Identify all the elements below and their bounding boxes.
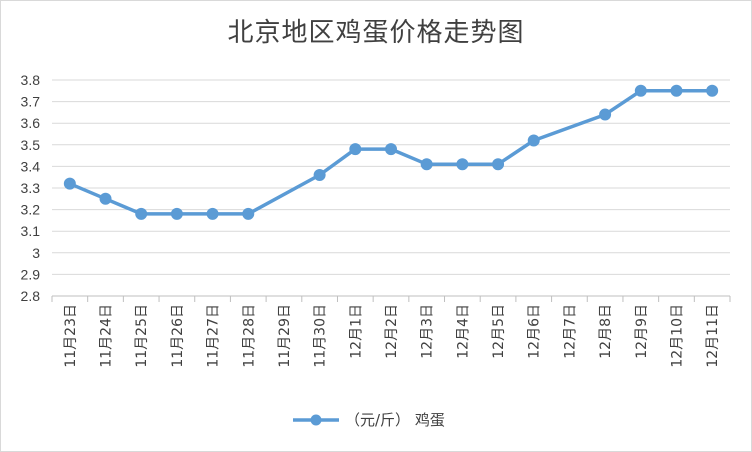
data-point [135,207,148,220]
y-tick-label: 2.8 [21,288,41,304]
x-tick-label: 11月25日 [134,304,150,368]
chart-title: 北京地区鸡蛋价格走势图 [227,18,525,48]
legend-marker [310,414,322,426]
x-tick-label: 11月29日 [277,304,293,368]
x-tick-label: 12月8日 [598,304,614,359]
data-point [170,207,183,220]
y-tick-label: 3.6 [21,115,41,131]
data-point [456,158,469,171]
data-point [349,143,362,156]
data-point [492,158,505,171]
y-tick-label: 3.5 [21,137,41,153]
data-point [706,84,719,97]
data-point [634,84,647,97]
x-tick-label: 12月7日 [562,304,578,359]
data-point [242,207,255,220]
y-tick-label: 3.4 [21,158,41,174]
y-tick-label: 3.8 [21,72,41,88]
x-tick-label: 12月6日 [527,304,543,359]
data-point [63,177,76,190]
data-point [670,84,683,97]
x-tick-label: 11月28日 [241,304,257,368]
x-tick-label: 11月23日 [63,304,79,368]
x-tick-label: 12月11日 [705,304,721,368]
x-tick-label: 11月27日 [206,304,222,368]
y-tick-label: 2.9 [21,266,41,282]
y-tick-label: 3 [32,245,40,261]
x-tick-label: 12月1日 [348,304,364,359]
x-tick-label: 11月30日 [313,304,329,368]
legend-label: （元/斤） 鸡蛋 [345,411,445,429]
x-tick-label: 12月3日 [420,304,436,359]
data-point [599,108,612,121]
data-point [420,158,433,171]
x-tick-label: 12月9日 [634,304,650,359]
y-tick-label: 3.3 [21,180,41,196]
data-point [527,134,540,147]
data-point [313,169,326,182]
x-tick-label: 12月4日 [455,304,471,359]
x-tick-label: 11月26日 [170,304,186,368]
x-tick-label: 12月2日 [384,304,400,359]
data-point [385,143,397,156]
x-tick-label: 12月5日 [491,304,507,359]
y-tick-label: 3.1 [21,223,41,239]
data-point [206,207,219,220]
y-tick-label: 3.7 [21,94,41,110]
x-tick-label: 11月24日 [99,304,115,368]
data-point [99,192,112,205]
y-tick-label: 3.2 [21,202,41,218]
x-tick-label: 12月10日 [669,304,685,368]
